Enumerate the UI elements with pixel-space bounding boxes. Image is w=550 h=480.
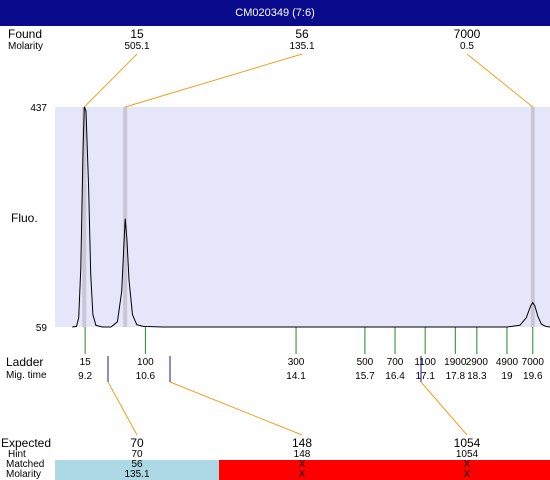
expected-hint: 1054 [455, 449, 479, 460]
ladder-size: 15 [79, 357, 91, 368]
matched-segment-fail [219, 460, 550, 480]
expected-molarity: X [298, 469, 306, 480]
ladder-time: 18.3 [467, 371, 487, 382]
found-peak-connector [83, 53, 138, 108]
plot-area [55, 107, 550, 327]
ladder-time: 15.7 [355, 371, 375, 382]
found-molarity-label: Molarity [8, 41, 44, 52]
ladder-size: 500 [356, 357, 374, 368]
found-peak-size: 7000 [453, 27, 481, 41]
found-peak-band [82, 107, 87, 327]
found-peak-connector [125, 53, 303, 108]
found-peak-molarity: 135.1 [289, 41, 315, 52]
found-peak-molarity: 505.1 [124, 41, 150, 52]
expected-size: 70 [130, 436, 144, 450]
ladder-size: 7000 [521, 357, 544, 368]
expected-connector [420, 381, 468, 436]
expected-connector [107, 381, 138, 436]
expected-hint: 70 [131, 449, 143, 460]
window-title: CM020349 (7:6) [235, 7, 315, 19]
ladder-time: 17.8 [445, 371, 466, 382]
ladder-time: 10.6 [135, 371, 156, 382]
matched-segment-ok [55, 460, 219, 480]
expected-matched: X [298, 459, 306, 470]
ladder-time: 19 [501, 371, 513, 382]
found-peak-band [530, 107, 535, 327]
found-peak-size: 15 [130, 27, 144, 41]
ladder-time: 16.4 [385, 371, 405, 382]
window-title-bar: CM020349 (7:6) [0, 0, 550, 26]
expected-molarity: 135.1 [124, 469, 150, 480]
ladder-time: 19.6 [523, 371, 543, 382]
found-peak-connector [466, 53, 534, 108]
matched-label: Matched [6, 459, 45, 470]
molarity-label: Molarity [6, 469, 42, 480]
expected-molarity: X [463, 469, 471, 480]
ladder-label: Ladder [6, 355, 44, 369]
expected-matched: 56 [131, 459, 143, 470]
ladder-size: 700 [386, 357, 404, 368]
y-axis-title: Fluo. [11, 211, 38, 225]
y-axis-max-label: 437 [30, 103, 47, 114]
ladder-size: 1100 [414, 357, 436, 368]
ladder-time: 14.1 [286, 371, 306, 382]
ladder-size: 2900 [465, 357, 488, 368]
ladder-time: 9.2 [78, 371, 93, 382]
expected-size: 1054 [453, 436, 481, 450]
found-peak-molarity: 0.5 [460, 41, 474, 52]
matched-results-bar [55, 460, 550, 480]
expected-hint: 148 [293, 449, 311, 460]
found-label: Found [8, 27, 43, 41]
ladder-size: 4900 [495, 357, 519, 368]
ladder-time: 17.1 [415, 371, 435, 382]
migration-time-label: Mig. time [6, 370, 47, 381]
expected-connector [169, 381, 303, 436]
ladder-size: 100 [137, 357, 154, 368]
expected-matched: X [463, 459, 471, 470]
expected-label: Expected [1, 436, 52, 450]
fluorescence-trace [72, 106, 550, 328]
hint-label: Hint [8, 449, 26, 460]
found-peak-size: 56 [295, 27, 309, 41]
y-axis-min-label: 59 [35, 323, 47, 334]
found-peak-band [123, 107, 128, 327]
expected-size: 148 [291, 436, 313, 450]
ladder-size: 300 [287, 357, 305, 368]
ladder-size: 1900 [444, 357, 467, 368]
